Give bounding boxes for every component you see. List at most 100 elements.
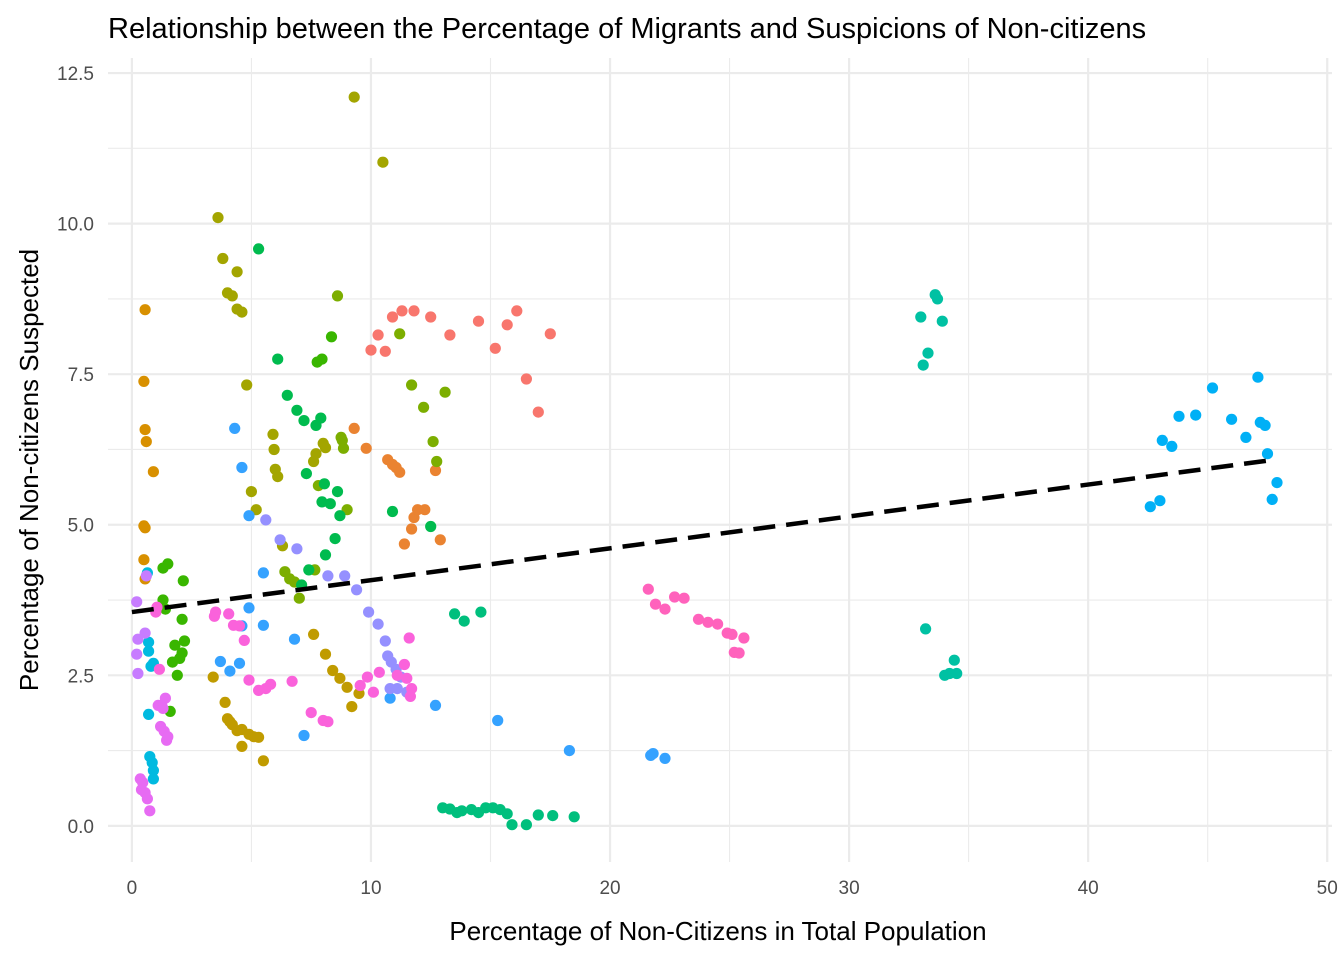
data-point	[348, 422, 360, 434]
data-point	[132, 667, 144, 680]
data-point	[1156, 434, 1168, 446]
data-point	[341, 681, 353, 693]
data-point	[334, 672, 346, 684]
data-point	[367, 686, 379, 698]
data-point	[210, 606, 222, 618]
data-point	[403, 632, 415, 644]
data-point	[394, 466, 406, 478]
data-point	[1266, 493, 1278, 505]
data-point	[153, 663, 165, 675]
data-point	[144, 805, 156, 817]
data-point	[501, 319, 513, 331]
data-point	[406, 523, 418, 535]
data-point	[286, 675, 298, 687]
data-point	[1190, 409, 1202, 421]
data-point	[138, 554, 150, 566]
data-point	[373, 666, 385, 678]
data-point	[308, 628, 320, 641]
data-point	[377, 156, 389, 168]
data-point	[214, 655, 226, 668]
data-point	[243, 674, 255, 686]
data-point	[177, 575, 189, 587]
data-point	[319, 442, 332, 454]
data-point	[233, 620, 246, 632]
data-point	[224, 665, 236, 677]
data-point	[318, 478, 330, 490]
series-18	[642, 583, 750, 659]
data-point	[337, 442, 350, 454]
data-point	[257, 755, 269, 767]
data-point	[229, 422, 241, 434]
data-point	[1261, 448, 1274, 460]
data-point	[427, 436, 439, 448]
data-point	[257, 619, 269, 631]
data-point	[568, 811, 580, 823]
chart-title: Relationship between the Percentage of M…	[108, 13, 1146, 45]
data-point	[404, 690, 416, 703]
data-point	[1240, 431, 1252, 443]
data-point	[547, 810, 559, 822]
data-point	[147, 764, 159, 777]
data-point	[1144, 501, 1156, 513]
data-point	[489, 342, 501, 354]
data-point	[253, 731, 265, 743]
data-point	[425, 311, 437, 323]
y-tick-label: 5.0	[68, 516, 94, 537]
data-point	[245, 486, 257, 498]
data-point	[291, 404, 303, 416]
data-point	[219, 696, 231, 709]
x-tick-label: 10	[360, 878, 381, 899]
data-point	[272, 471, 284, 483]
data-point	[298, 729, 310, 742]
data-point	[141, 793, 153, 805]
series-2	[348, 422, 446, 550]
series-16	[134, 692, 174, 817]
data-point	[372, 618, 384, 630]
data-point	[315, 412, 327, 424]
data-point	[157, 702, 169, 715]
data-point	[351, 584, 363, 596]
series-9	[437, 606, 580, 831]
x-tick-label: 20	[599, 878, 620, 899]
data-point	[659, 603, 671, 615]
y-tick-label: 0.0	[68, 817, 94, 838]
data-point	[692, 613, 705, 625]
data-point	[178, 635, 191, 647]
data-point	[386, 311, 399, 323]
data-point	[431, 455, 443, 468]
x-tick-label: 50	[1317, 878, 1338, 899]
data-point	[207, 671, 219, 683]
data-point	[162, 558, 174, 570]
data-point	[138, 375, 150, 387]
data-point	[456, 805, 468, 817]
data-point	[331, 486, 344, 498]
x-tick-label: 0	[127, 878, 138, 899]
data-point	[1206, 382, 1219, 394]
data-point	[396, 305, 408, 317]
data-point	[444, 329, 456, 341]
data-point	[354, 679, 366, 692]
data-point	[544, 328, 556, 340]
data-point	[236, 740, 248, 753]
data-point	[319, 549, 332, 561]
y-axis-ticks: 0.0 2.5 5.0 7.5 10.0 12.5	[57, 64, 94, 838]
x-axis-title: Percentage of Non-Citizens in Total Popu…	[449, 916, 986, 946]
data-point	[563, 745, 576, 757]
data-point	[948, 654, 960, 666]
data-point	[418, 401, 430, 413]
data-point	[379, 635, 391, 647]
series-12	[1144, 371, 1283, 513]
data-point	[1252, 371, 1264, 383]
series-17	[150, 601, 418, 728]
x-axis-ticks: 0 10 20 30 40 50	[127, 878, 1338, 899]
data-point	[398, 658, 410, 671]
series-5	[212, 91, 389, 552]
data-point	[712, 618, 724, 630]
y-tick-label: 2.5	[68, 666, 94, 687]
data-point	[1173, 410, 1185, 422]
series-15	[131, 570, 152, 680]
data-point	[139, 424, 151, 436]
data-point	[458, 615, 470, 627]
data-point	[348, 91, 360, 103]
